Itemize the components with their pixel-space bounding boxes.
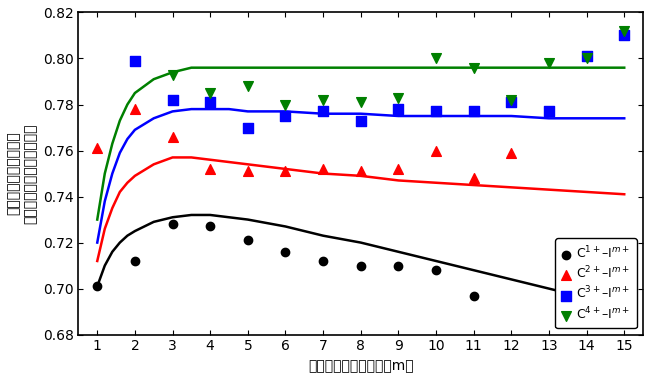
C$^{3+}$–I$^{m+}$ xyxy=(544,108,554,114)
C$^{1+}$–I$^{m+}$ xyxy=(167,221,177,227)
C$^{2+}$–I$^{m+}$ xyxy=(242,168,253,174)
C$^{4+}$–I$^{m+}$ xyxy=(431,55,441,62)
C$^{1+}$–I$^{m+}$ xyxy=(431,267,441,273)
C$^{4+}$–I$^{m+}$ xyxy=(242,83,253,89)
C$^{4+}$–I$^{m+}$ xyxy=(356,99,366,105)
C$^{1+}$–I$^{m+}$ xyxy=(280,249,291,255)
C$^{1+}$–I$^{m+}$ xyxy=(205,223,215,230)
C$^{2+}$–I$^{m+}$ xyxy=(431,147,441,154)
C$^{2+}$–I$^{m+}$ xyxy=(356,168,366,174)
C$^{3+}$–I$^{m+}$ xyxy=(506,99,517,105)
C$^{2+}$–I$^{m+}$ xyxy=(167,134,177,140)
C$^{4+}$–I$^{m+}$ xyxy=(544,60,554,66)
C$^{3+}$–I$^{m+}$ xyxy=(167,97,177,103)
Legend: C$^{1+}$–I$^{m+}$, C$^{2+}$–I$^{m+}$, C$^{3+}$–I$^{m+}$, C$^{4+}$–I$^{m+}$: C$^{1+}$–I$^{m+}$, C$^{2+}$–I$^{m+}$, C$… xyxy=(555,238,637,328)
C$^{3+}$–I$^{m+}$ xyxy=(242,125,253,131)
C$^{3+}$–I$^{m+}$ xyxy=(619,32,629,38)
C$^{3+}$–I$^{m+}$ xyxy=(431,108,441,114)
C$^{1+}$–I$^{m+}$ xyxy=(356,263,366,269)
C$^{3+}$–I$^{m+}$ xyxy=(469,108,479,114)
C$^{2+}$–I$^{m+}$ xyxy=(393,166,404,172)
C$^{4+}$–I$^{m+}$ xyxy=(619,28,629,34)
C$^{3+}$–I$^{m+}$ xyxy=(318,108,328,114)
C$^{1+}$–I$^{m+}$ xyxy=(242,237,253,243)
C$^{2+}$–I$^{m+}$ xyxy=(92,145,103,151)
C$^{2+}$–I$^{m+}$ xyxy=(469,175,479,181)
C$^{3+}$–I$^{m+}$ xyxy=(356,117,366,124)
C$^{3+}$–I$^{m+}$ xyxy=(581,53,592,59)
C$^{1+}$–I$^{m+}$ xyxy=(130,258,140,264)
C$^{4+}$–I$^{m+}$ xyxy=(318,97,328,103)
C$^{4+}$–I$^{m+}$ xyxy=(393,95,404,101)
C$^{1+}$–I$^{m+}$ xyxy=(92,283,103,289)
C$^{4+}$–I$^{m+}$ xyxy=(167,71,177,78)
C$^{1+}$–I$^{m+}$ xyxy=(393,263,404,269)
C$^{4+}$–I$^{m+}$ xyxy=(581,55,592,62)
Y-axis label: 炒素イオンの運動量と
ヨウ素イオンの運動量の比: 炒素イオンの運動量と ヨウ素イオンの運動量の比 xyxy=(7,123,37,224)
C$^{4+}$–I$^{m+}$ xyxy=(280,101,291,108)
C$^{3+}$–I$^{m+}$ xyxy=(393,106,404,112)
C$^{2+}$–I$^{m+}$ xyxy=(506,150,517,156)
C$^{4+}$–I$^{m+}$ xyxy=(205,90,215,96)
C$^{2+}$–I$^{m+}$ xyxy=(318,166,328,172)
C$^{2+}$–I$^{m+}$ xyxy=(280,168,291,174)
C$^{1+}$–I$^{m+}$ xyxy=(469,293,479,299)
C$^{2+}$–I$^{m+}$ xyxy=(130,106,140,112)
C$^{4+}$–I$^{m+}$ xyxy=(469,65,479,71)
C$^{3+}$–I$^{m+}$ xyxy=(130,58,140,64)
C$^{3+}$–I$^{m+}$ xyxy=(280,113,291,119)
C$^{4+}$–I$^{m+}$ xyxy=(506,97,517,103)
X-axis label: ヨウ素イオンの価数（m）: ヨウ素イオンの価数（m） xyxy=(308,359,413,373)
C$^{3+}$–I$^{m+}$ xyxy=(205,99,215,105)
C$^{1+}$–I$^{m+}$ xyxy=(318,258,328,264)
C$^{2+}$–I$^{m+}$ xyxy=(205,166,215,172)
